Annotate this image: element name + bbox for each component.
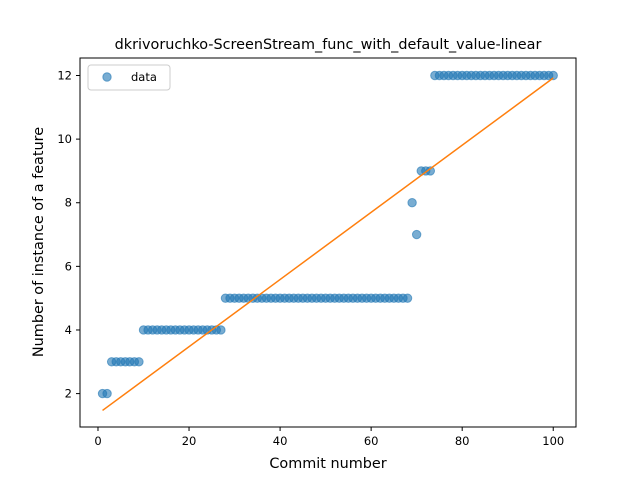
data-point bbox=[411, 229, 422, 240]
x-tick-label: 0 bbox=[94, 434, 101, 448]
data-point bbox=[407, 198, 417, 208]
legend-box bbox=[87, 64, 171, 91]
y-tick-label: 6 bbox=[65, 259, 72, 273]
y-tick-label: 8 bbox=[65, 196, 72, 210]
y-tick-label: 2 bbox=[65, 387, 72, 401]
legend: data bbox=[87, 64, 171, 91]
y-tick-label: 10 bbox=[57, 132, 72, 146]
data-point bbox=[102, 388, 112, 399]
data-point bbox=[216, 325, 226, 335]
x-tick-label: 40 bbox=[273, 434, 288, 448]
x-tick-label: 60 bbox=[364, 434, 379, 448]
axes-frame bbox=[79, 57, 577, 428]
data-point bbox=[134, 357, 144, 367]
legend-marker bbox=[102, 72, 112, 82]
plot-area bbox=[97, 70, 558, 412]
x-tick-label: 20 bbox=[182, 434, 197, 448]
x-tick-label: 100 bbox=[542, 434, 564, 448]
y-tick-label: 12 bbox=[57, 68, 72, 82]
chart-title: dkrivoruchko-ScreenStream_func_with_defa… bbox=[115, 37, 542, 53]
x-axis-label: Commit number bbox=[269, 456, 386, 472]
axes: 0 20 40 60 80 100 2 4 6 8 10 12 bbox=[57, 57, 577, 448]
y-tick-label: 4 bbox=[65, 323, 72, 337]
data-point bbox=[548, 70, 558, 81]
x-tick-label: 80 bbox=[455, 434, 470, 448]
legend-label: data bbox=[131, 70, 157, 84]
trend-line bbox=[102, 77, 554, 412]
y-axis-label: Number of instance of a feature bbox=[31, 127, 47, 357]
data-point bbox=[402, 293, 413, 303]
